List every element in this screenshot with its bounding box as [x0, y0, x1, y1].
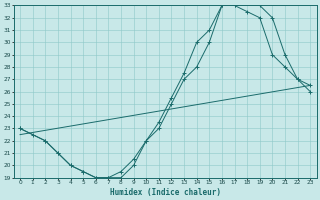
X-axis label: Humidex (Indice chaleur): Humidex (Indice chaleur)	[110, 188, 220, 197]
